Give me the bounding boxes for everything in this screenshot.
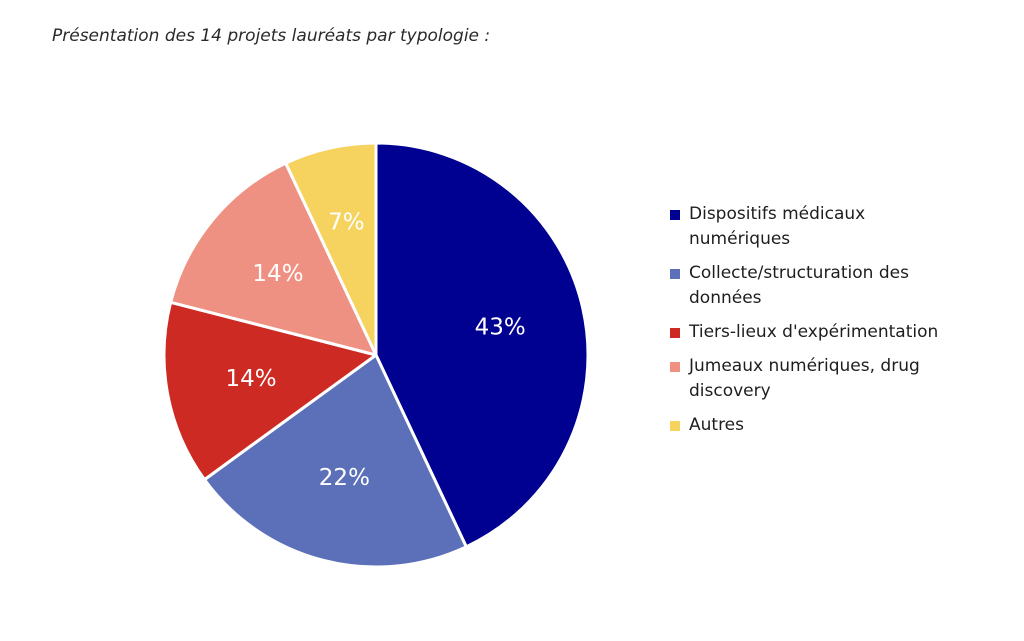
- slice-label-0: 43%: [475, 314, 526, 340]
- pie-slice-1: [202, 353, 468, 569]
- legend-item-tiers-lieux: Tiers-lieux d'expérimentation: [670, 320, 970, 345]
- pie-slice-4: [284, 141, 378, 357]
- legend-swatch: [670, 362, 680, 372]
- legend-label: Tiers-lieux d'expérimentation: [689, 322, 939, 342]
- legend-item-dispositifs: Dispositifs médicaux numériques: [670, 202, 970, 252]
- legend-label: Collecte/structuration des données: [689, 263, 909, 308]
- legend: Dispositifs médicaux numériques Collecte…: [670, 202, 970, 447]
- chart-title: Présentation des 14 projets lauréats par…: [52, 26, 491, 46]
- slice-label-2: 14%: [225, 366, 276, 392]
- legend-swatch: [670, 328, 680, 338]
- legend-item-jumeaux: Jumeaux numériques, drug discovery: [670, 354, 970, 404]
- legend-label: Autres: [689, 415, 745, 435]
- legend-swatch: [670, 210, 680, 220]
- pie-slice-3: [169, 161, 378, 357]
- pie-slice-0: [374, 141, 590, 549]
- legend-swatch: [670, 269, 680, 279]
- legend-swatch: [670, 421, 680, 431]
- slice-label-1: 22%: [319, 465, 370, 491]
- slice-label-3: 14%: [252, 261, 303, 287]
- legend-label: Dispositifs médicaux numériques: [689, 204, 866, 249]
- legend-label: Jumeaux numériques, drug discovery: [689, 356, 920, 401]
- slice-label-4: 7%: [328, 210, 365, 236]
- legend-item-autres: Autres: [670, 413, 970, 438]
- pie-slice-2: [162, 300, 378, 482]
- legend-item-collecte: Collecte/structuration des données: [670, 261, 970, 311]
